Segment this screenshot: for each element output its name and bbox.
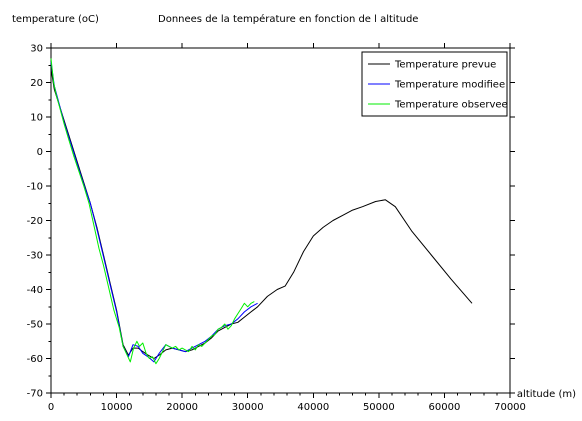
chart-title: Donnees de la température en fonction de… (158, 13, 418, 25)
y-axis-label: temperature (oC) (12, 14, 99, 25)
x-axis-label: altitude (m) (517, 389, 576, 400)
legend: Temperature prevue Temperature modifiee Te… (361, 51, 508, 117)
legend-label: Temperature observee (394, 100, 508, 111)
y-tick-label: -60 (27, 354, 43, 365)
y-tick-label: 20 (30, 78, 43, 89)
x-tick-label: 30000 (232, 402, 264, 413)
y-tick-label: 0 (37, 147, 43, 158)
x-tick-label: 50000 (363, 402, 395, 413)
x-tick-label: 0 (48, 402, 54, 413)
y-tick-label: -20 (27, 216, 43, 227)
y-tick-label: 30 (30, 44, 43, 55)
legend-label: Temperature modifiee (394, 80, 505, 91)
x-tick-label: 70000 (494, 402, 526, 413)
y-tick-label: -70 (27, 389, 43, 400)
legend-label: Temperature prevue (394, 60, 496, 71)
series-line-3 (50, 58, 255, 365)
y-ticks: 30 20 10 0 -10 -20 -30 -40 -50 -60 -70 (27, 44, 515, 400)
y-tick-label: -10 (27, 182, 43, 193)
y-tick-label: -30 (27, 251, 43, 262)
y-tick-label: -40 (27, 285, 43, 296)
x-tick-label: 40000 (297, 402, 329, 413)
x-tick-label: 60000 (429, 402, 461, 413)
x-tick-label: 20000 (166, 402, 198, 413)
series-lines (50, 58, 473, 365)
y-tick-label: 10 (30, 113, 43, 124)
y-tick-label: -50 (27, 320, 43, 331)
series-line-2 (50, 61, 258, 363)
x-ticks: 0 10000 20000 30000 40000 50000 60000 70000 (48, 43, 526, 413)
x-tick-label: 10000 (101, 402, 133, 413)
